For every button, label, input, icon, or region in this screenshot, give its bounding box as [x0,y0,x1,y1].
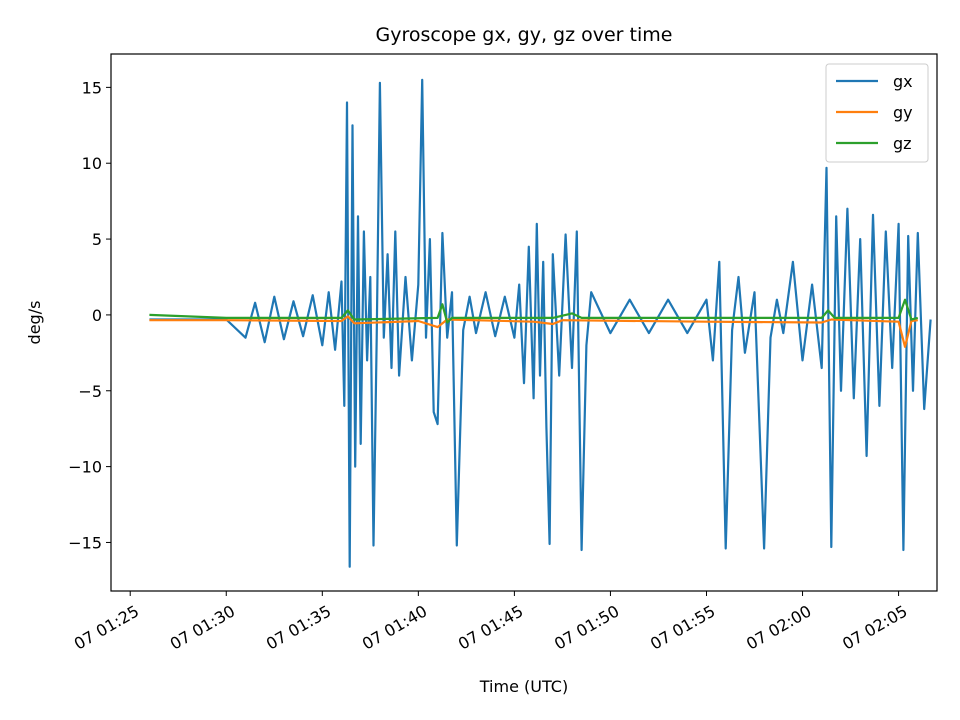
plot-frame [110,53,938,592]
legend-label-gz: gz [893,134,912,153]
legend: gx gy gz [825,63,929,163]
y-tick-label: 5 [92,230,102,249]
y-tick-label: −5 [78,382,102,401]
chart-title: Gyroscope gx, gy, gz over time [376,24,673,46]
y-tick-label: 10 [82,154,102,173]
y-tick-label: −15 [68,533,102,552]
series-layer [149,78,932,568]
series-line-gz [149,298,919,324]
y-tick-label: 0 [92,306,102,325]
series-line-gy [149,315,918,348]
y-tick-label: −10 [68,458,102,477]
y-tick-label: 15 [82,78,102,97]
y-axis-label: deg/s [25,301,44,345]
legend-label-gx: gx [893,72,913,91]
x-axis-label: Time (UTC) [479,677,568,696]
legend-label-gy: gy [893,103,913,122]
